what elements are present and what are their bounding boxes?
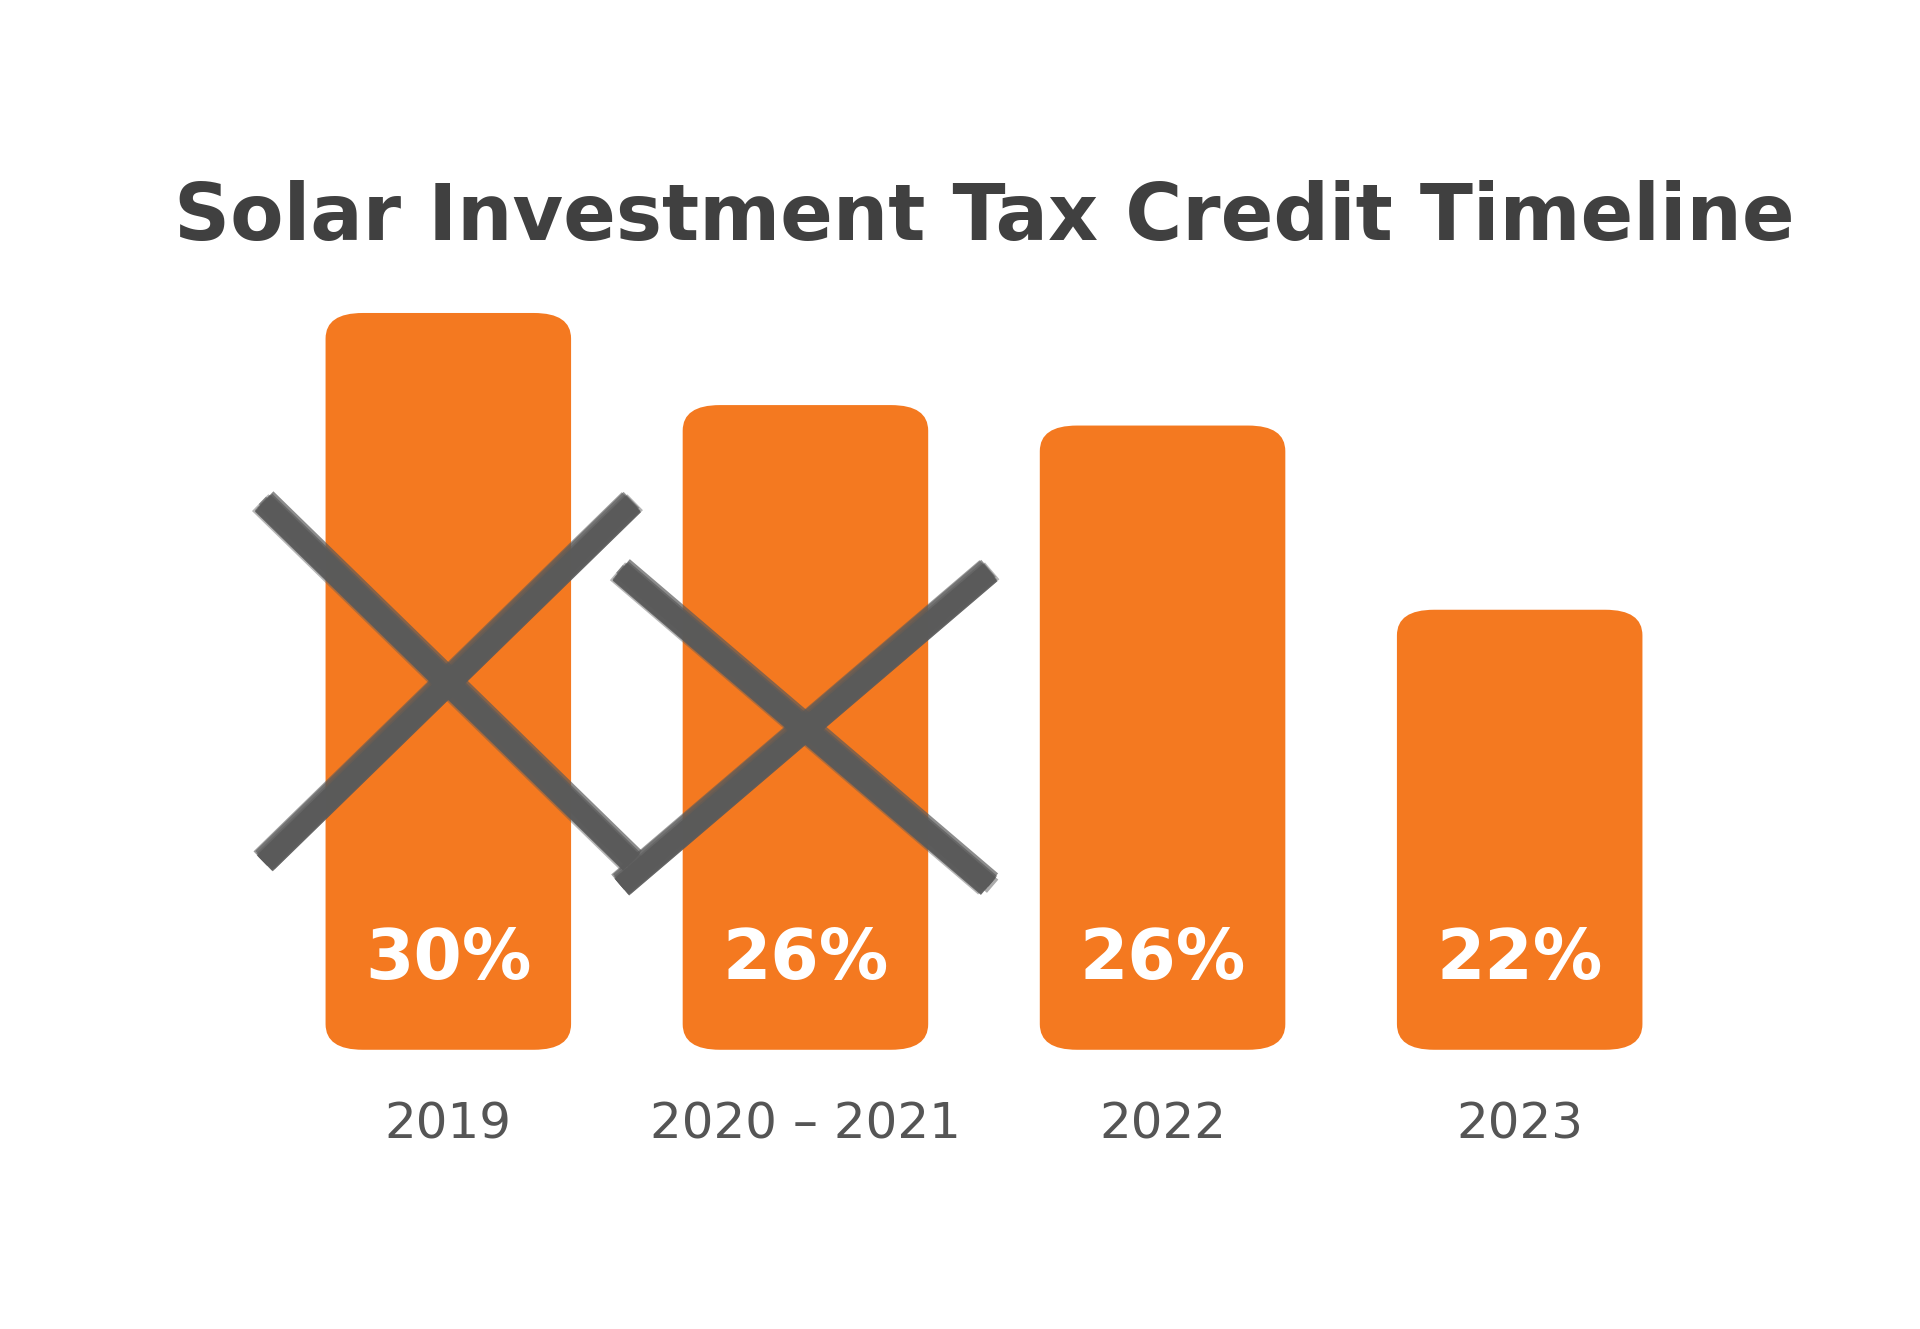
Text: Solar Investment Tax Credit Timeline: Solar Investment Tax Credit Timeline [173,179,1795,256]
Text: 26%: 26% [1079,926,1246,994]
Text: 2020 – 2021: 2020 – 2021 [651,1100,960,1150]
Text: 30%: 30% [365,926,532,994]
FancyBboxPatch shape [326,314,570,1050]
Text: 2019: 2019 [384,1100,513,1150]
FancyBboxPatch shape [684,405,927,1050]
Text: 22%: 22% [1436,926,1603,994]
Text: 26%: 26% [722,926,889,994]
FancyBboxPatch shape [1398,610,1642,1050]
Text: 2023: 2023 [1455,1100,1584,1150]
FancyBboxPatch shape [1041,425,1284,1050]
Text: 2022: 2022 [1098,1100,1227,1150]
